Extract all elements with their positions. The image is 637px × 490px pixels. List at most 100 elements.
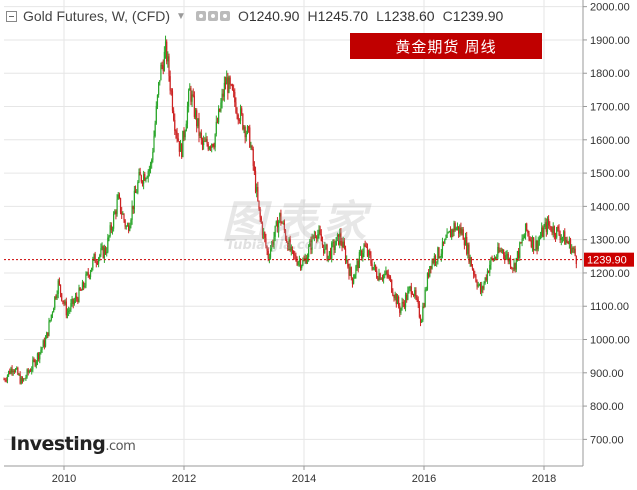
candle-body	[201, 139, 204, 146]
candle-body	[269, 249, 272, 258]
candle-body	[213, 146, 215, 148]
x-tick-label: 2010	[52, 473, 76, 485]
candle-body	[461, 229, 463, 234]
candle-body	[321, 241, 324, 245]
chevron-down-icon[interactable]: ▼	[176, 10, 186, 22]
candle-body	[263, 232, 265, 236]
candle-body	[58, 280, 60, 285]
candle-body	[429, 266, 431, 277]
x-tick-label: 2014	[292, 473, 316, 485]
candle-body	[381, 278, 384, 280]
candle-body	[348, 266, 350, 276]
candle-body	[295, 255, 297, 261]
candle-body	[185, 123, 187, 132]
candle-body	[81, 282, 84, 291]
candle-body	[80, 290, 82, 291]
candle-body	[113, 214, 115, 229]
candle-body	[260, 217, 262, 224]
candle-body	[229, 77, 231, 85]
candle-body	[440, 253, 442, 257]
candle-body	[152, 151, 154, 160]
candle-body	[302, 260, 304, 266]
candle-body	[408, 288, 410, 291]
candle-body	[572, 248, 574, 250]
candle-body	[464, 236, 467, 246]
candle-body	[528, 233, 530, 239]
candle-body	[250, 145, 252, 148]
candle-body	[512, 267, 514, 269]
candle-body	[424, 289, 426, 307]
candle-body	[275, 221, 277, 226]
candle-body	[551, 230, 553, 234]
candle-body	[553, 226, 555, 236]
candle-body	[417, 299, 419, 304]
candle-body	[443, 241, 445, 244]
logo-suffix: .com	[105, 439, 136, 454]
candle-body	[488, 271, 490, 273]
candle-body	[293, 250, 295, 255]
candle-body	[368, 250, 370, 256]
candle-body	[477, 284, 479, 287]
candle-body	[66, 312, 69, 316]
y-tick-label: 1800.00	[590, 68, 630, 80]
candle-body	[44, 338, 47, 347]
candle-body	[272, 242, 274, 246]
close-icon[interactable]	[219, 11, 230, 21]
candle-body	[196, 110, 198, 127]
candle-body	[216, 121, 219, 123]
candle-body	[46, 332, 48, 339]
candle-body	[155, 105, 157, 124]
candle-body	[130, 219, 132, 227]
candle-body	[426, 273, 429, 290]
candle-body	[513, 263, 515, 269]
candle-body	[355, 266, 357, 275]
candle-body	[501, 249, 504, 252]
candle-body	[72, 298, 74, 304]
eye-icon[interactable]	[207, 11, 218, 21]
candle-body	[230, 84, 232, 86]
y-tick-label: 1700.00	[590, 102, 630, 114]
candle-body	[357, 261, 359, 268]
candle-body	[497, 247, 499, 258]
candle-body	[118, 194, 120, 198]
candle-body	[463, 239, 465, 246]
candle-body	[421, 320, 423, 323]
candle-body	[503, 249, 505, 256]
candle-body	[411, 294, 414, 295]
current-price-label: 1239.90	[587, 255, 627, 267]
candle-body	[518, 251, 520, 258]
candle-body	[25, 377, 27, 379]
candle-body	[476, 281, 478, 287]
collapse-icon[interactable]	[6, 10, 17, 22]
instrument-title[interactable]: Gold Futures, W, (CFD)	[23, 8, 171, 24]
candle-body	[161, 64, 163, 66]
candle-body	[171, 91, 174, 111]
candle-body	[268, 257, 270, 259]
candle-body	[190, 88, 192, 102]
candle-body	[224, 82, 227, 85]
candle-body	[350, 267, 352, 278]
candle-body	[153, 136, 155, 152]
candle-body	[523, 235, 525, 239]
candle-body	[234, 91, 236, 103]
axes: 700.00800.00900.001000.001100.001200.001…	[4, 0, 634, 485]
candle-body	[154, 123, 156, 137]
candle-body	[308, 246, 310, 257]
candle-body	[316, 236, 318, 239]
candle-body	[170, 90, 172, 92]
candle-body	[563, 231, 565, 238]
candle-body	[14, 369, 17, 373]
candle-body	[214, 133, 216, 148]
candle-body	[236, 112, 238, 115]
candle-body	[470, 257, 472, 267]
candle-body	[441, 241, 444, 254]
candle-body	[509, 258, 512, 268]
candle-body	[328, 251, 330, 256]
open-value: 1240.90	[248, 8, 300, 24]
candle-body	[121, 212, 123, 215]
candle-body	[238, 120, 240, 121]
candle-body	[403, 303, 405, 308]
settings-icon[interactable]	[195, 11, 206, 21]
candle-body	[12, 370, 14, 373]
